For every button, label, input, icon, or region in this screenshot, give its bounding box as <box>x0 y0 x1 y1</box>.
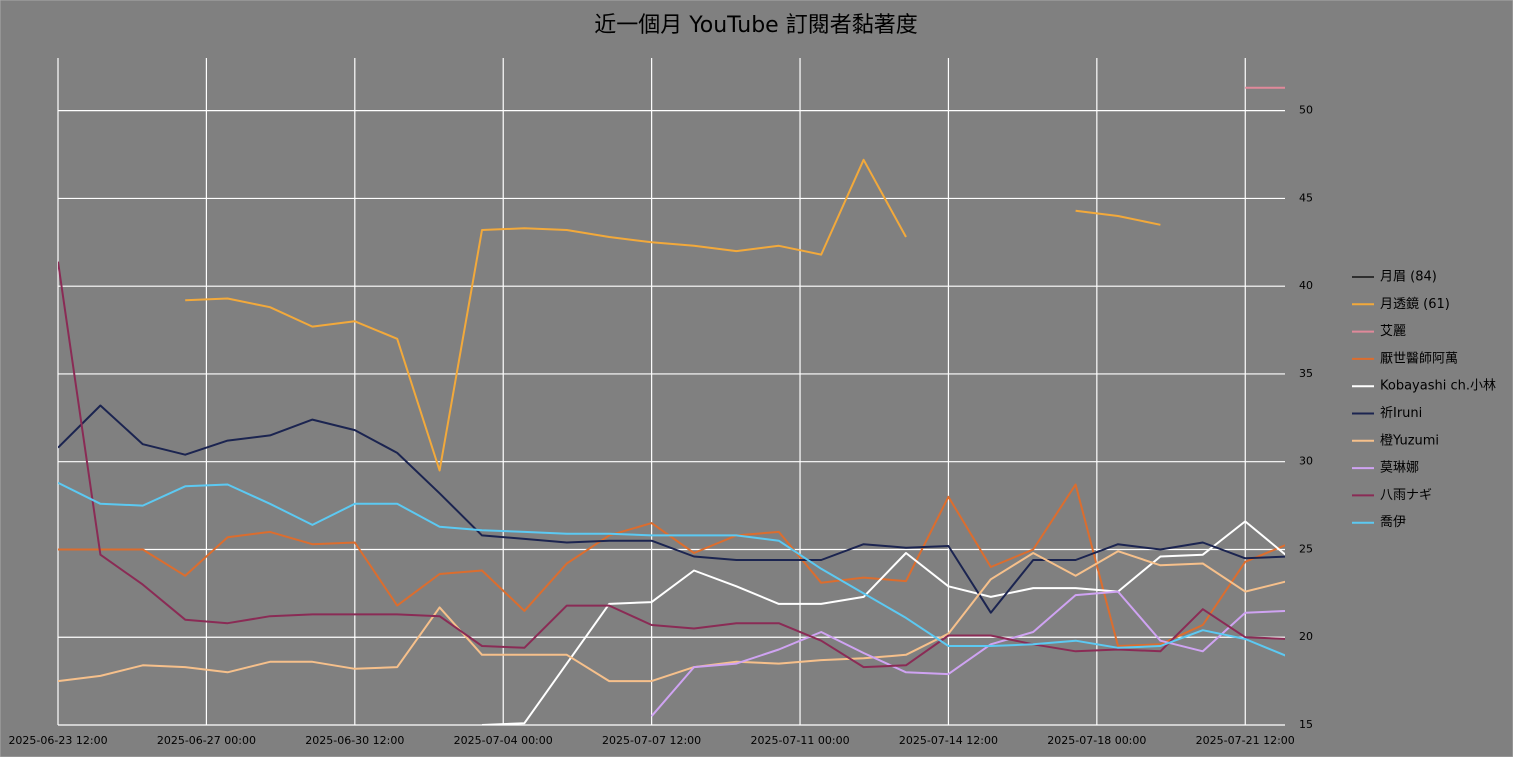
y-tick-label: 35 <box>1299 367 1313 380</box>
series-line <box>58 481 1285 657</box>
x-tick-label: 2025-06-30 12:00 <box>305 734 404 747</box>
y-tick-label: 20 <box>1299 630 1313 643</box>
legend-label: 喬伊 <box>1380 514 1406 530</box>
series-line <box>58 261 1285 669</box>
y-tick-label: 45 <box>1299 191 1313 204</box>
legend-label: Kobayashi ch.小林 <box>1380 379 1496 394</box>
series-line <box>58 483 1285 647</box>
x-tick-label: 2025-07-18 00:00 <box>1047 734 1146 747</box>
legend-label: 八雨ナギ <box>1380 488 1432 503</box>
series-line <box>58 550 1285 683</box>
x-tick-label: 2025-06-23 12:00 <box>8 734 107 747</box>
x-tick-label: 2025-07-11 00:00 <box>750 734 849 747</box>
legend-label: 祈Iruni <box>1380 406 1422 421</box>
legend-label: 艾麗 <box>1380 324 1406 339</box>
x-tick-label: 2025-07-07 12:00 <box>602 734 701 747</box>
plot-area <box>58 86 1285 725</box>
legend-label: 厭世醫師阿萬 <box>1380 351 1458 366</box>
x-tick-label: 2025-07-14 12:00 <box>899 734 998 747</box>
series-line <box>185 158 1161 472</box>
y-tick-label: 50 <box>1299 104 1313 117</box>
series-line <box>650 590 1285 717</box>
chart-title: 近一個月 YouTube 訂閱者黏著度 <box>594 13 917 38</box>
y-tick-label: 25 <box>1299 542 1313 555</box>
x-tick-label: 2025-07-21 12:00 <box>1196 734 1295 747</box>
x-tick-label: 2025-07-04 00:00 <box>454 734 553 747</box>
legend-label: 月透鏡 (61) <box>1380 297 1450 312</box>
legend-label: 月眉 (84) <box>1380 270 1437 285</box>
y-tick-label: 30 <box>1299 455 1313 468</box>
y-tick-label: 15 <box>1299 718 1313 731</box>
legend-label: 莫琳娜 <box>1380 461 1419 476</box>
series-line <box>58 404 1285 614</box>
x-tick-label: 2025-06-27 00:00 <box>157 734 256 747</box>
y-tick-label: 40 <box>1299 279 1313 292</box>
legend-label: 橙Yuzumi <box>1380 433 1439 448</box>
